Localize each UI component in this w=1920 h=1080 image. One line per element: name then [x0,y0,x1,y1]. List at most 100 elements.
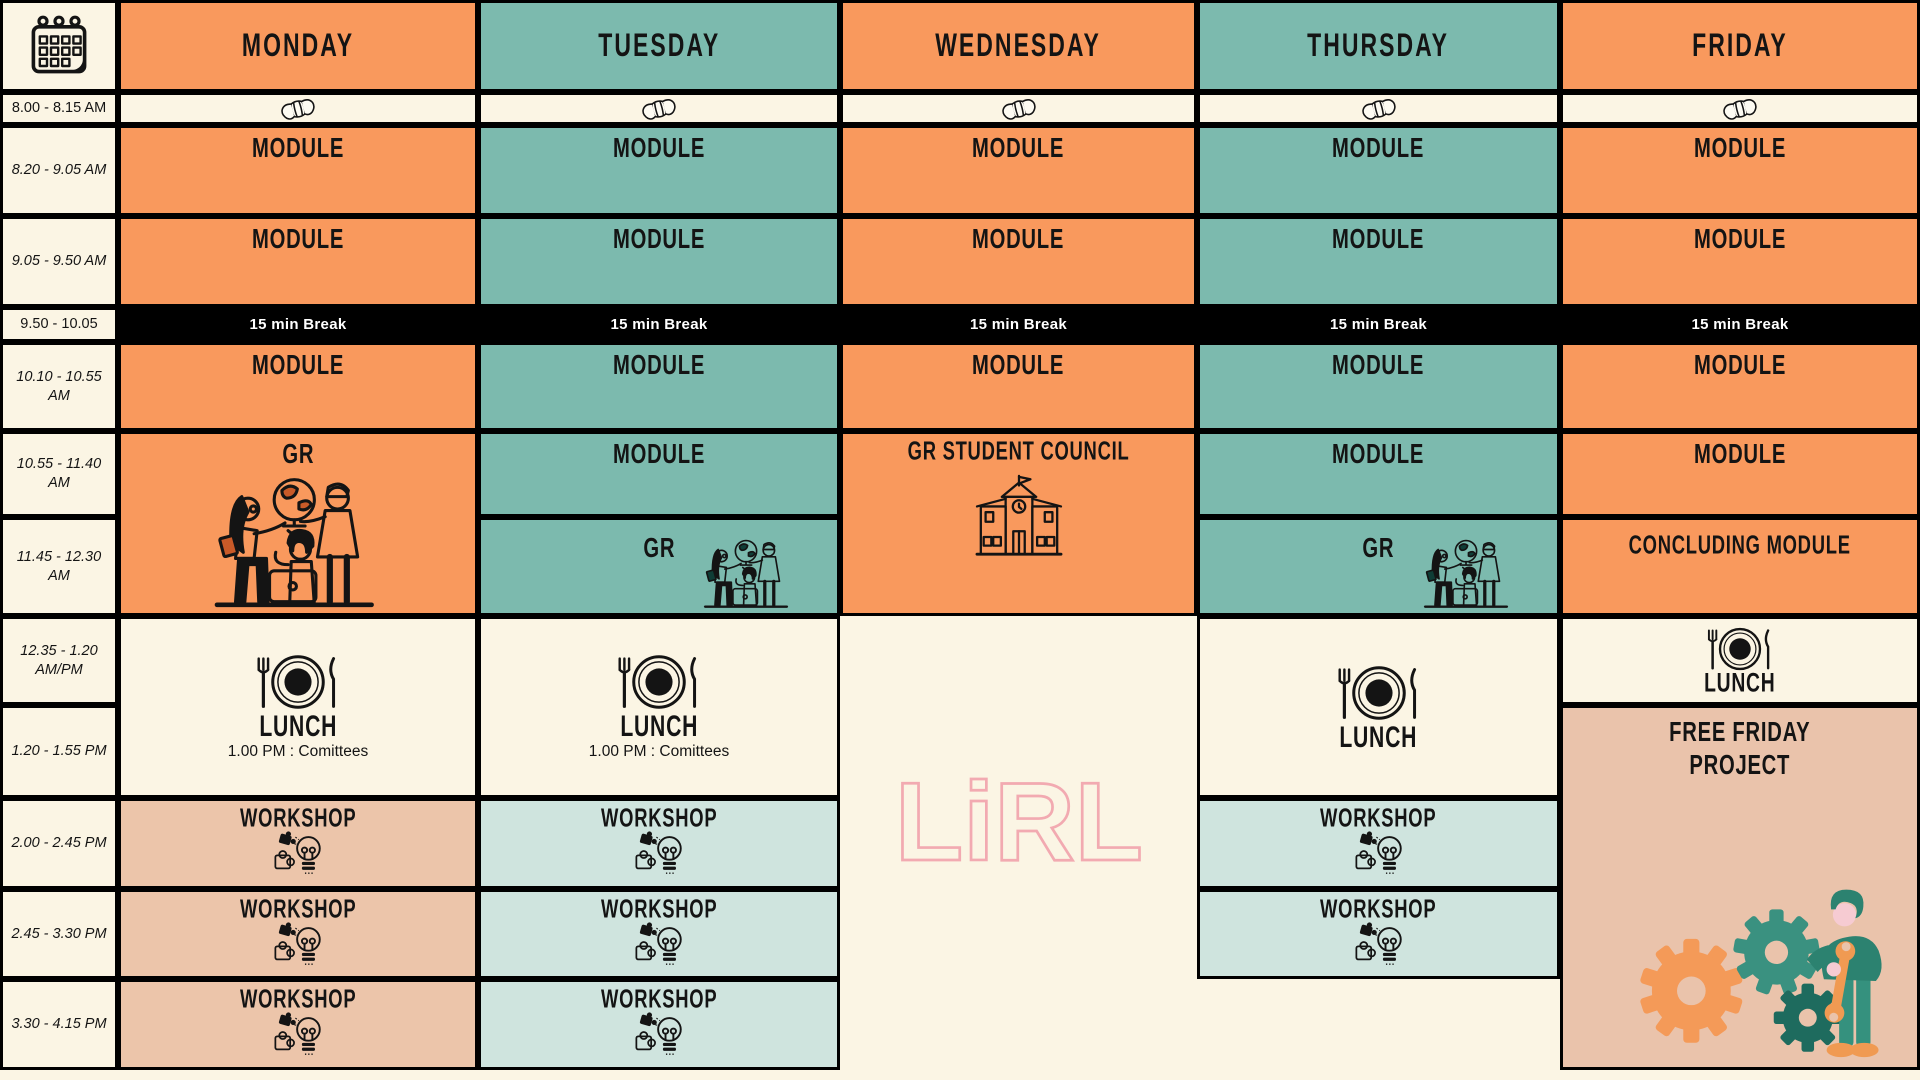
break-cell: 15 min Break [118,307,478,342]
croissant-icon [640,97,678,121]
cell-label: MODULE [1332,131,1425,164]
time-label: 10.55 - 11.40 AM [16,456,102,491]
people-globe-illustration [1417,538,1515,610]
croissant-icon [279,97,317,121]
cell-tuesday-workshop-1: WORKSHOP [478,798,840,889]
cell-label: MODULE [972,348,1065,381]
time-slot: 2.00 - 2.45 PM [0,798,118,889]
cell-wednesday-free-afternoon: LiRL [840,616,1197,1070]
time-slot: 2.45 - 3.30 PM [0,889,118,979]
time-label: 9.05 - 9.50 AM [11,253,107,270]
cell-monday-module-3: MODULE [118,342,478,431]
time-slot: 12.35 - 1.20 AM/PM [0,616,118,705]
school-building-icon [973,474,1065,558]
croissant-icon [1721,97,1759,121]
time-slot: 9.05 - 9.50 AM [0,216,118,307]
day-header-friday: FRIDAY [1560,0,1920,92]
calendar-cell [0,0,118,92]
cell-tuesday-workshop-3: WORKSHOP [478,979,840,1070]
breakfast-cell [1560,92,1920,125]
cell-thursday-gr: GR [1197,517,1560,616]
cell-label: MODULE [1693,348,1787,381]
cell-friday-module-4: MODULE [1560,431,1920,517]
cell-label: MODULE [251,131,345,164]
cell-label: GR [643,531,675,564]
cell-label: MODULE [612,348,706,381]
bottom-margin [0,1070,1920,1080]
time-slot: 8.20 - 9.05 AM [0,125,118,216]
time-label: 2.00 - 2.45 PM [11,835,107,852]
day-header-tuesday: TUESDAY [478,0,840,92]
cell-thursday-empty [1197,979,1560,1070]
breakfast-cell [840,92,1197,125]
time-label: 3.30 - 4.15 PM [11,1016,107,1033]
cell-label: WORKSHOP [600,985,718,1014]
cell-label: GR [1362,531,1395,564]
lunch-plate-icon [1332,664,1426,722]
puzzle-lightbulb-icon [1350,831,1408,878]
day-header-thursday: THURSDAY [1197,0,1560,92]
cell-wednesday-gr-student-council: GR STUDENT COUNCIL [840,431,1197,616]
breakfast-cell [478,92,840,125]
cell-label: LUNCH [1339,719,1418,753]
time-label: 11.45 - 12.30 AM [16,548,102,584]
time-label: 9.50 - 10.05 [20,316,98,333]
gears-mechanic-illustration [1615,852,1911,1067]
croissant-icon [1000,97,1038,121]
time-slot: 1.20 - 1.55 PM [0,705,118,798]
cell-label: LUNCH [259,709,337,743]
break-cell: 15 min Break [840,307,1197,342]
cell-label: MODULE [1332,348,1425,381]
breakfast-cell [1197,92,1560,125]
lunch-plate-icon [251,653,345,711]
day-name: THURSDAY [1307,27,1450,64]
cell-thursday-module-3: MODULE [1197,342,1560,431]
cell-wednesday-module-2: MODULE [840,216,1197,307]
day-name: TUESDAY [598,27,720,64]
cell-monday-module-1: MODULE [118,125,478,216]
croissant-icon [1360,97,1398,121]
cell-label: MODULE [251,348,345,381]
cell-label: PROJECT [1689,748,1791,781]
lunch-note: 1.00 PM : Comittees [588,743,730,760]
break-label: 15 min Break [249,316,347,333]
cell-label: MODULE [1693,437,1787,470]
time-label: 8.00 - 8.15 AM [11,100,107,117]
cell-friday-lunch: LUNCH [1560,616,1920,705]
puzzle-lightbulb-icon [630,922,688,969]
cell-label: MODULE [972,131,1065,164]
svg-text:LiRL: LiRL [895,759,1143,884]
cell-label: MODULE [1332,437,1425,470]
cell-label: GR STUDENT COUNCIL [907,437,1130,466]
cell-tuesday-module-1: MODULE [478,125,840,216]
puzzle-lightbulb-icon [630,1012,688,1059]
time-slot: 10.55 - 11.40 AM [0,431,118,517]
cell-tuesday-module-2: MODULE [478,216,840,307]
time-slot: 10.10 - 10.55 AM [0,342,118,431]
puzzle-lightbulb-icon [269,1012,327,1059]
time-slot: 8.00 - 8.15 AM [0,92,118,125]
calendar-icon [27,14,91,78]
cell-tuesday-workshop-2: WORKSHOP [478,889,840,979]
lunch-plate-icon [1703,626,1777,672]
cell-label: MODULE [1693,222,1787,255]
cell-wednesday-module-1: MODULE [840,125,1197,216]
break-label: 15 min Break [610,316,708,333]
cell-label: WORKSHOP [239,985,357,1014]
puzzle-lightbulb-icon [1350,922,1408,969]
cell-monday-workshop-3: WORKSHOP [118,979,478,1070]
time-slot: 3.30 - 4.15 PM [0,979,118,1070]
cell-label: MODULE [612,131,706,164]
day-header-wednesday: WEDNESDAY [840,0,1197,92]
time-label: 10.10 - 10.55 AM [16,368,102,404]
time-label: 1.20 - 1.55 PM [11,743,107,760]
day-name: WEDNESDAY [935,27,1102,64]
cell-label: MODULE [612,437,706,470]
people-globe-illustration [697,538,795,610]
cell-label: LUNCH [1704,668,1776,698]
cell-label: MODULE [251,222,345,255]
cell-label: WORKSHOP [600,895,718,924]
people-globe-illustration [201,475,387,611]
time-slot: 9.50 - 10.05 [0,307,118,342]
